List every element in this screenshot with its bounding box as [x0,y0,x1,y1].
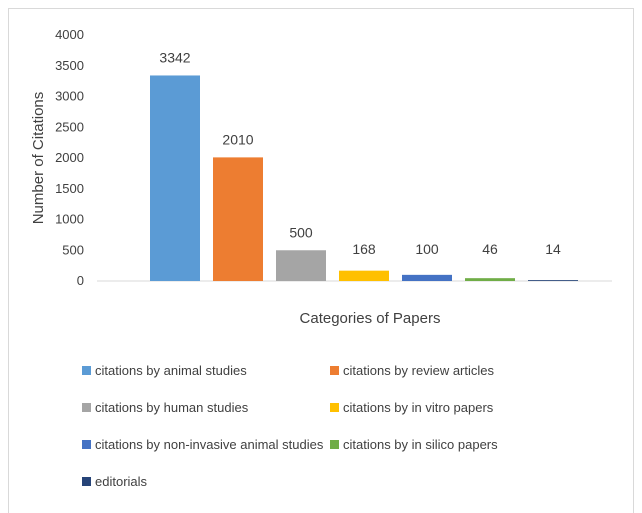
y-tick-label: 0 [77,273,84,288]
y-tick-label: 3000 [55,89,84,104]
x-axis-title: Categories of Papers [300,310,441,327]
data-label: 100 [415,241,439,257]
bar [150,75,200,281]
data-label: 168 [352,241,376,257]
legend-item: citations by animal studies [82,362,247,380]
y-tick-label: 2500 [55,119,84,134]
legend-swatch [330,440,339,450]
data-label: 500 [289,224,313,240]
legend-swatch [82,440,91,450]
legend-item: citations by human studies [82,399,248,417]
data-label: 2010 [222,131,253,147]
legend-item: citations by non-invasive animal studies [82,436,323,454]
bar [339,270,389,281]
data-label: 46 [482,241,498,257]
legend-label: editorials [95,474,148,489]
data-labels: 3342 2010 500 168 100 46 14 [159,49,561,257]
legend-swatch [330,403,339,413]
legend-label: citations by in vitro papers [343,400,494,415]
bar [528,280,578,281]
legend-label: citations by review articles [343,363,494,378]
legend-label: citations by non-invasive animal studies [95,437,324,452]
bar [465,278,515,281]
legend-item: citations by review articles [330,362,494,380]
legend-item: citations by in silico papers [330,436,498,454]
legend-label: citations by in silico papers [343,437,498,452]
y-tick-label: 1500 [55,181,84,196]
y-tick-label: 500 [62,242,84,257]
legend-item: editorials [82,473,147,491]
y-axis-title: Number of Citations [30,92,47,225]
bar [402,274,452,281]
y-tick-label: 2000 [55,150,84,165]
data-label: 3342 [159,49,190,65]
y-tick-label: 3500 [55,58,84,73]
y-tick-label: 4000 [55,27,84,42]
legend-item: citations by in vitro papers [330,399,493,417]
legend-label: citations by human studies [95,400,249,415]
legend-swatch [82,403,91,413]
bars [150,75,578,281]
y-axis-ticks: 0 500 1000 1500 2000 2500 3000 3500 4000 [55,27,84,288]
bar [276,250,326,281]
y-tick-label: 1000 [55,212,84,227]
legend-swatch [82,477,91,487]
legend-label: citations by animal studies [95,363,247,378]
data-label: 14 [545,241,561,257]
legend-swatch [330,366,339,376]
legend-swatch [82,366,91,376]
bar [213,157,263,281]
